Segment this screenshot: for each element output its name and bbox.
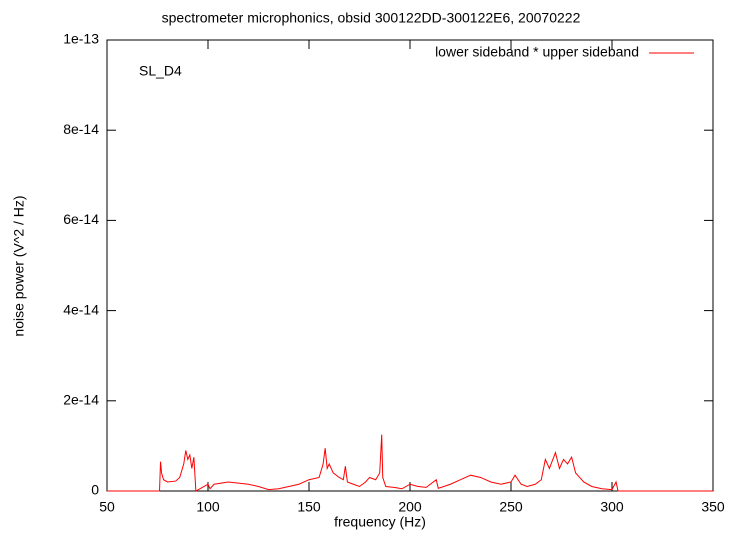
y-axis-label: noise power (V^2 / Hz) xyxy=(11,195,27,336)
chart-title: spectrometer microphonics, obsid 300122D… xyxy=(162,10,581,26)
y-tick-label: 6e-14 xyxy=(63,211,99,227)
x-tick-label: 300 xyxy=(600,499,624,515)
x-tick-label: 250 xyxy=(499,499,523,515)
x-tick-label: 150 xyxy=(297,499,321,515)
x-tick-label: 350 xyxy=(701,499,725,515)
y-tick-label: 8e-14 xyxy=(63,121,99,137)
series-line xyxy=(107,434,713,492)
y-tick-label: 0 xyxy=(91,482,99,498)
x-tick-label: 100 xyxy=(196,499,220,515)
annotation: SL_D4 xyxy=(139,63,182,79)
y-tick-label: 4e-14 xyxy=(63,301,99,317)
x-tick-label: 200 xyxy=(398,499,422,515)
y-tick-label: 2e-14 xyxy=(63,392,99,408)
x-axis-label: frequency (Hz) xyxy=(334,514,426,530)
legend-label: lower sideband * upper sideband xyxy=(435,44,639,60)
x-tick-label: 50 xyxy=(99,499,115,515)
y-tick-label: 1e-13 xyxy=(63,31,99,47)
